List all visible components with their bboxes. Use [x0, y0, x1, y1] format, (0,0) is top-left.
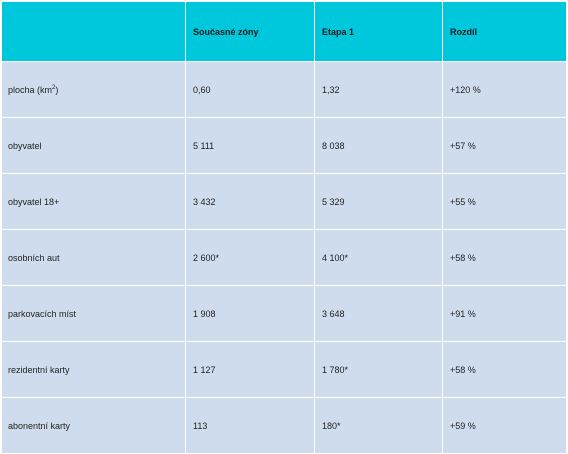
table-header: Současné zóny Etapa 1 Rozdíl: [1, 1, 567, 62]
table-body: plocha (km2) 0,60 1,32 +120 % obyvatel 5…: [1, 61, 567, 454]
cell-diff: +120 %: [442, 61, 567, 118]
table-row: abonentní karty 113 180* +59 %: [1, 397, 567, 454]
row-label: abonentní karty: [1, 397, 186, 454]
cell-current: 113: [185, 397, 315, 454]
cell-diff: +91 %: [442, 285, 567, 342]
cell-diff: +55 %: [442, 173, 567, 230]
cell-current: 0,60: [185, 61, 315, 118]
header-difference: Rozdíl: [442, 1, 567, 62]
cell-stage1: 3 648: [314, 285, 443, 342]
cell-stage1: 5 329: [314, 173, 443, 230]
row-label-text: plocha (km: [8, 84, 53, 95]
table-row: rezidentní karty 1 127 1 780* +58 %: [1, 341, 567, 398]
table-row: obyvatel 5 111 8 038 +57 %: [1, 117, 567, 174]
cell-diff: +59 %: [442, 397, 567, 454]
table-row: parkovacích míst 1 908 3 648 +91 %: [1, 285, 567, 342]
header-empty-cell: [1, 1, 186, 62]
table-row: obyvatel 18+ 3 432 5 329 +55 %: [1, 173, 567, 230]
cell-diff: +57 %: [442, 117, 567, 174]
cell-current: 3 432: [185, 173, 315, 230]
row-label: obyvatel: [1, 117, 186, 174]
row-label-superscript: 2: [52, 84, 56, 91]
cell-stage1: 180*: [314, 397, 443, 454]
cell-current: 5 111: [185, 117, 315, 174]
row-label-tail: ): [55, 84, 59, 95]
cell-diff: +58 %: [442, 341, 567, 398]
table-row: plocha (km2) 0,60 1,32 +120 %: [1, 61, 567, 118]
cell-diff: +58 %: [442, 229, 567, 286]
header-row: Současné zóny Etapa 1 Rozdíl: [1, 1, 567, 62]
cell-stage1: 8 038: [314, 117, 443, 174]
cell-current: 1 127: [185, 341, 315, 398]
row-label: parkovacích míst: [1, 285, 186, 342]
header-current-zones: Současné zóny: [185, 1, 315, 62]
table-row: osobních aut 2 600* 4 100* +58 %: [1, 229, 567, 286]
cell-stage1: 1,32: [314, 61, 443, 118]
row-label: osobních aut: [1, 229, 186, 286]
header-stage-1: Etapa 1: [314, 1, 443, 62]
cell-stage1: 1 780*: [314, 341, 443, 398]
cell-stage1: 4 100*: [314, 229, 443, 286]
row-label: obyvatel 18+: [1, 173, 186, 230]
cell-current: 1 908: [185, 285, 315, 342]
row-label: rezidentní karty: [1, 341, 186, 398]
cell-current: 2 600*: [185, 229, 315, 286]
row-label-area: plocha (km2): [1, 61, 186, 118]
